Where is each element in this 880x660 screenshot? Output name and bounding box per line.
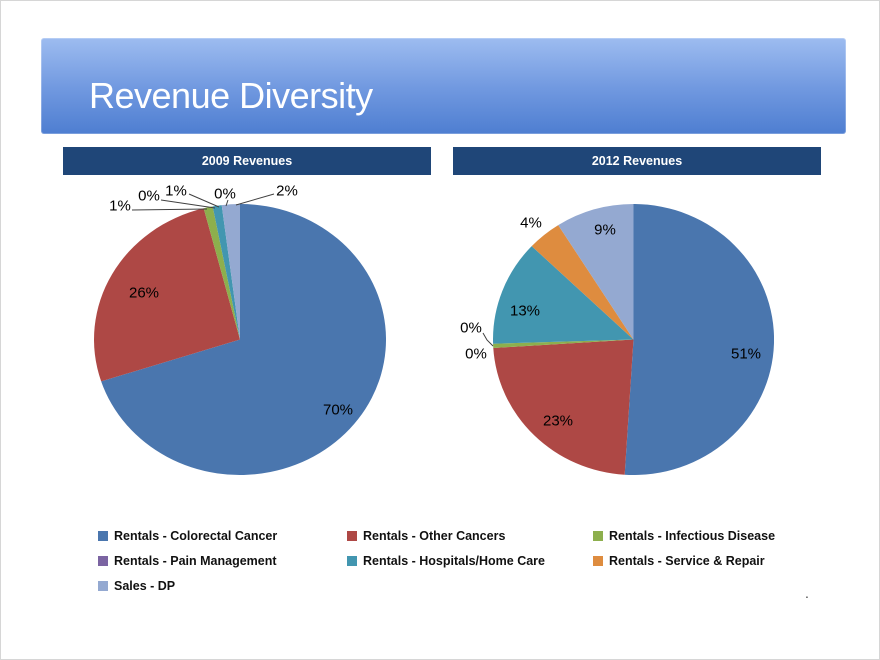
footer-dot: . — [805, 585, 809, 601]
pie-slice-rentals-colorectal-cancer — [101, 204, 386, 475]
pie-chart-2009 — [94, 204, 386, 475]
legend-item-rentals-hospitals-home-care: Rentals - Hospitals/Home Care — [347, 554, 545, 568]
title-banner: Revenue Diversity — [41, 38, 846, 134]
pie-chart-2012 — [493, 204, 774, 475]
legend-swatch-icon — [98, 531, 108, 541]
pie-percent-label-rentals-pain-management: 0% — [465, 345, 487, 363]
pie-slice-sales-dp — [221, 204, 240, 340]
pie-percent-label-rentals-service-repair: 0% — [214, 185, 236, 203]
legend-label: Rentals - Hospitals/Home Care — [363, 553, 545, 568]
pie-percent-label-sales-dp: 9% — [594, 221, 616, 239]
pie-slice-rentals-hospitals-home-care — [493, 246, 634, 344]
pie-percent-label-rentals-service-repair: 4% — [520, 214, 542, 232]
legend-swatch-icon — [347, 531, 357, 541]
legend-item-rentals-colorectal-cancer: Rentals - Colorectal Cancer — [98, 529, 277, 543]
pie-percent-label-rentals-infectious-disease: 1% — [109, 197, 131, 215]
pie-percent-label-rentals-other-cancers: 23% — [542, 412, 574, 430]
legend-swatch-icon — [98, 581, 108, 591]
legend-item-rentals-other-cancers: Rentals - Other Cancers — [347, 529, 505, 543]
legend-swatch-icon — [593, 531, 603, 541]
slide-title: Revenue Diversity — [89, 75, 373, 116]
pie-slice-rentals-colorectal-cancer — [624, 204, 774, 475]
pie-slice-rentals-other-cancers — [493, 339, 634, 475]
pie-slice-rentals-hospitals-home-care — [212, 205, 240, 340]
pie-slice-rentals-infectious-disease — [203, 206, 240, 340]
pie-percent-label-rentals-pain-management: 0% — [138, 187, 160, 205]
chart-header-2009: 2009 Revenues — [63, 147, 431, 175]
pie-slice-rentals-other-cancers — [94, 208, 241, 382]
pie-slice-rentals-infectious-disease — [493, 339, 634, 349]
chart-title-2012: 2012 Revenues — [591, 154, 683, 168]
legend-label: Rentals - Other Cancers — [363, 528, 506, 543]
chart-title-2009: 2009 Revenues — [201, 154, 293, 168]
legend-item-rentals-service-repair: Rentals - Service & Repair — [593, 554, 765, 568]
chart-header-2012: 2012 Revenues — [453, 147, 821, 175]
pie-percent-label-rentals-other-cancers: 26% — [128, 284, 160, 302]
pie-slice-sales-dp — [558, 204, 634, 340]
legend-label: Sales - DP — [114, 578, 176, 593]
pie-percent-label-rentals-colorectal-cancer: 51% — [730, 345, 762, 363]
legend-label: Rentals - Infectious Disease — [609, 528, 776, 543]
legend-item-rentals-infectious-disease: Rentals - Infectious Disease — [593, 529, 775, 543]
legend-swatch-icon — [347, 556, 357, 566]
legend-label: Rentals - Colorectal Cancer — [114, 528, 278, 543]
legend-label: Rentals - Service & Repair — [609, 553, 765, 568]
pie-percent-label-rentals-infectious-disease: 0% — [460, 319, 482, 337]
legend: Rentals - Colorectal Cancer Rentals - Oth… — [98, 529, 798, 601]
pie-slice-rentals-service-repair — [531, 225, 634, 340]
legend-item-sales-dp: Sales - DP — [98, 579, 175, 593]
legend-swatch-icon — [98, 556, 108, 566]
leader-line — [482, 332, 494, 347]
legend-item-rentals-pain-management: Rentals - Pain Management — [98, 554, 277, 568]
pie-percent-label-rentals-hospitals-home-care: 13% — [509, 302, 541, 320]
pie-percent-label-rentals-colorectal-cancer: 70% — [322, 401, 354, 419]
pie-percent-label-rentals-hospitals-home-care: 1% — [165, 182, 187, 200]
legend-label: Rentals - Pain Management — [114, 553, 277, 568]
legend-swatch-icon — [593, 556, 603, 566]
pie-percent-label-sales-dp: 2% — [276, 182, 298, 200]
